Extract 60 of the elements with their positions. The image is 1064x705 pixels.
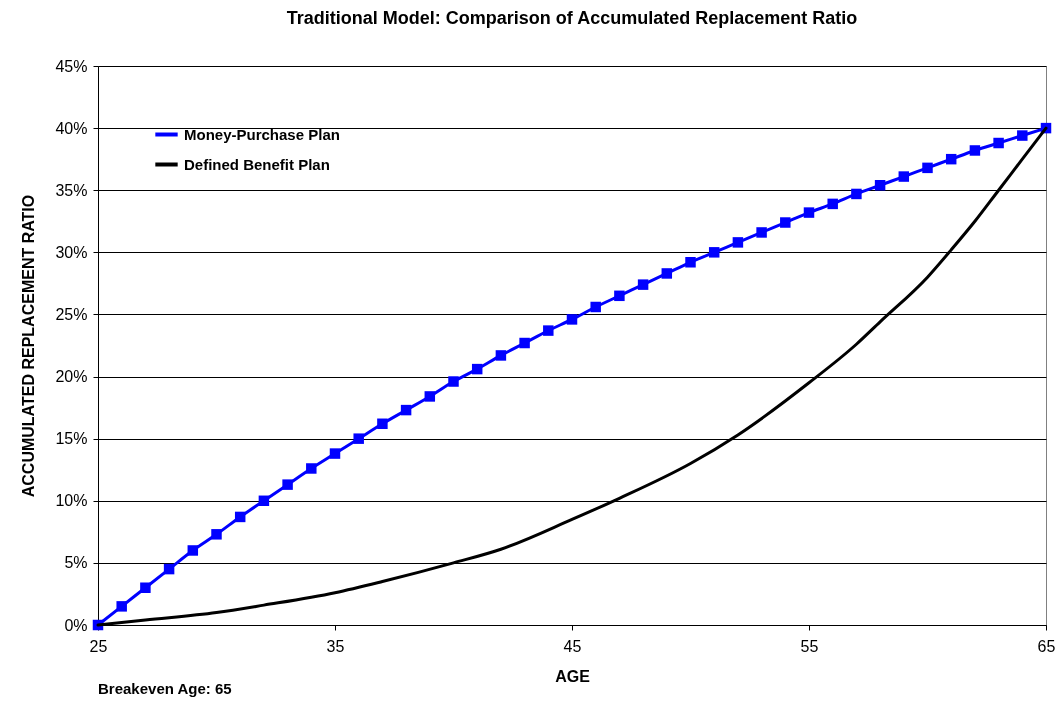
point: [187, 545, 199, 556]
y-tick-label: 10%: [55, 492, 88, 510]
y-tick-label: 45%: [55, 57, 88, 75]
point: [803, 207, 815, 218]
y-tick-label: 30%: [55, 243, 88, 261]
point: [140, 582, 151, 593]
y-tick-label: 0%: [64, 616, 88, 634]
y-tick-label: 15%: [55, 430, 88, 448]
point: [945, 153, 957, 165]
point: [614, 290, 625, 302]
point: [306, 463, 317, 474]
y-tick-label: 35%: [55, 181, 88, 199]
point: [566, 314, 578, 325]
point: [519, 337, 530, 349]
point: [282, 479, 293, 490]
point: [756, 227, 767, 238]
legend-label: Money-Purchase Plan: [184, 125, 340, 143]
point: [163, 563, 175, 575]
point: [448, 376, 459, 387]
x-tick-label: 35: [326, 637, 345, 655]
point: [353, 433, 364, 444]
y-tick-label: 5%: [64, 554, 88, 572]
text: Breakeven Age: 65: [98, 680, 232, 697]
point: [898, 171, 910, 182]
point: [874, 180, 886, 191]
y-tick-label: 20%: [55, 368, 88, 386]
x-tick-label: 45: [563, 637, 582, 655]
point: [851, 188, 862, 200]
point: [685, 257, 696, 268]
point: [732, 237, 744, 248]
y-tick-label: 25%: [55, 305, 88, 323]
point: [1017, 130, 1028, 141]
x-tick-label: 25: [89, 637, 108, 655]
point: [329, 448, 341, 459]
x-tick-label: 55: [800, 637, 819, 655]
x-axis-title: AGE: [555, 667, 591, 685]
point: [377, 418, 388, 429]
point: [258, 495, 270, 507]
point: [211, 529, 222, 540]
legend-label: Defined Benefit Plan: [184, 155, 330, 173]
point: [471, 363, 483, 375]
y-axis-title: ACCUMULATED REPLACEMENT RATIO: [20, 194, 38, 498]
x-tick-label: 65: [1037, 637, 1056, 655]
point: [234, 511, 246, 523]
point: [993, 137, 1004, 149]
point: [708, 247, 720, 258]
point: [661, 268, 673, 279]
point: [116, 601, 127, 612]
point: [637, 279, 649, 290]
point: [969, 145, 981, 156]
chart-title: Traditional Model: Comparison of Accumulated Replacement Ratio: [286, 8, 858, 28]
point: [590, 301, 601, 313]
point: [827, 198, 838, 210]
point: [424, 391, 436, 402]
point: [922, 162, 933, 174]
point: [400, 404, 412, 416]
point: [780, 217, 791, 228]
point: [495, 350, 507, 361]
y-tick-label: 40%: [55, 119, 88, 137]
point: [543, 325, 554, 336]
